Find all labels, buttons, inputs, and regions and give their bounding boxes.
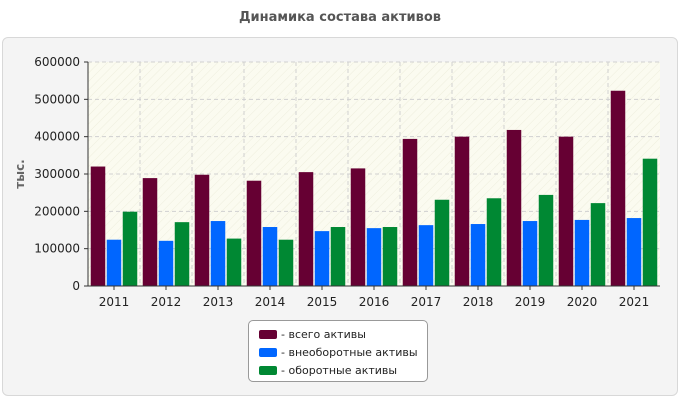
bar xyxy=(366,228,382,286)
bar xyxy=(314,231,330,286)
bar xyxy=(382,227,398,286)
legend-item-current: - оборотные активы xyxy=(259,361,427,379)
legend-swatch-noncurrent xyxy=(259,347,277,357)
x-tick-label: 2017 xyxy=(411,295,442,309)
bars xyxy=(90,90,658,286)
bar xyxy=(330,227,346,286)
bar xyxy=(106,239,122,286)
bar xyxy=(350,168,366,286)
x-tick-label: 2014 xyxy=(255,295,286,309)
y-tick-label: 200000 xyxy=(34,204,80,218)
legend-label-total: - всего активы xyxy=(281,327,366,341)
bar xyxy=(418,225,434,286)
y-tick-label: 400000 xyxy=(34,130,80,144)
bar xyxy=(574,219,590,286)
x-tick-labels: 2011 2012 2013 2014 2015 2016 2017 2018 2019 2020… xyxy=(99,286,650,309)
legend-label-current: - оборотные активы xyxy=(281,363,398,377)
bar xyxy=(278,239,294,286)
bar xyxy=(558,136,574,286)
bar xyxy=(210,221,226,286)
y-tick-label: 0 xyxy=(72,279,80,293)
bar xyxy=(298,172,314,286)
x-tick-label: 2021 xyxy=(619,295,650,309)
bar xyxy=(506,129,522,286)
bar xyxy=(226,238,242,286)
bar xyxy=(434,199,450,286)
bar xyxy=(246,180,262,286)
x-tick-label: 2011 xyxy=(99,295,130,309)
chart-title: Динамика состава активов xyxy=(238,10,442,25)
bar xyxy=(122,211,138,286)
bar xyxy=(454,136,470,286)
bar xyxy=(522,221,538,286)
y-tick-label: 100000 xyxy=(34,242,80,256)
x-tick-label: 2019 xyxy=(515,295,546,309)
legend-label-noncurrent: - внеоборотные активы xyxy=(281,345,418,359)
y-tick-label: 600000 xyxy=(34,55,80,69)
bar xyxy=(194,174,210,286)
legend: - всего активы - внеоборотные активы - о… xyxy=(248,320,428,382)
bar xyxy=(158,240,174,286)
x-tick-label: 2015 xyxy=(307,295,338,309)
bar xyxy=(262,227,278,286)
bar xyxy=(610,90,626,286)
bar xyxy=(402,138,418,286)
bar xyxy=(642,158,658,286)
legend-swatch-current xyxy=(259,365,277,375)
y-tick-label: 300000 xyxy=(34,167,80,181)
x-tick-label: 2013 xyxy=(203,295,234,309)
x-tick-label: 2018 xyxy=(463,295,494,309)
bar xyxy=(142,178,158,286)
y-tick-label: 500000 xyxy=(34,92,80,106)
bar xyxy=(90,166,106,286)
legend-swatch-total xyxy=(259,329,277,339)
bar xyxy=(538,194,554,286)
x-tick-label: 2012 xyxy=(151,295,182,309)
legend-item-noncurrent: - внеоборотные активы xyxy=(259,343,427,361)
y-tick-labels: 0 100000 200000 300000 400000 500000 600000 xyxy=(34,55,80,293)
x-tick-label: 2016 xyxy=(359,295,390,309)
bar xyxy=(590,203,606,286)
bar xyxy=(626,218,642,286)
x-tick-label: 2020 xyxy=(567,295,598,309)
bar xyxy=(174,222,190,286)
bar xyxy=(470,224,486,286)
bar xyxy=(486,198,502,286)
legend-item-total: - всего активы xyxy=(259,325,427,343)
y-axis-label: тыс. xyxy=(13,159,27,188)
